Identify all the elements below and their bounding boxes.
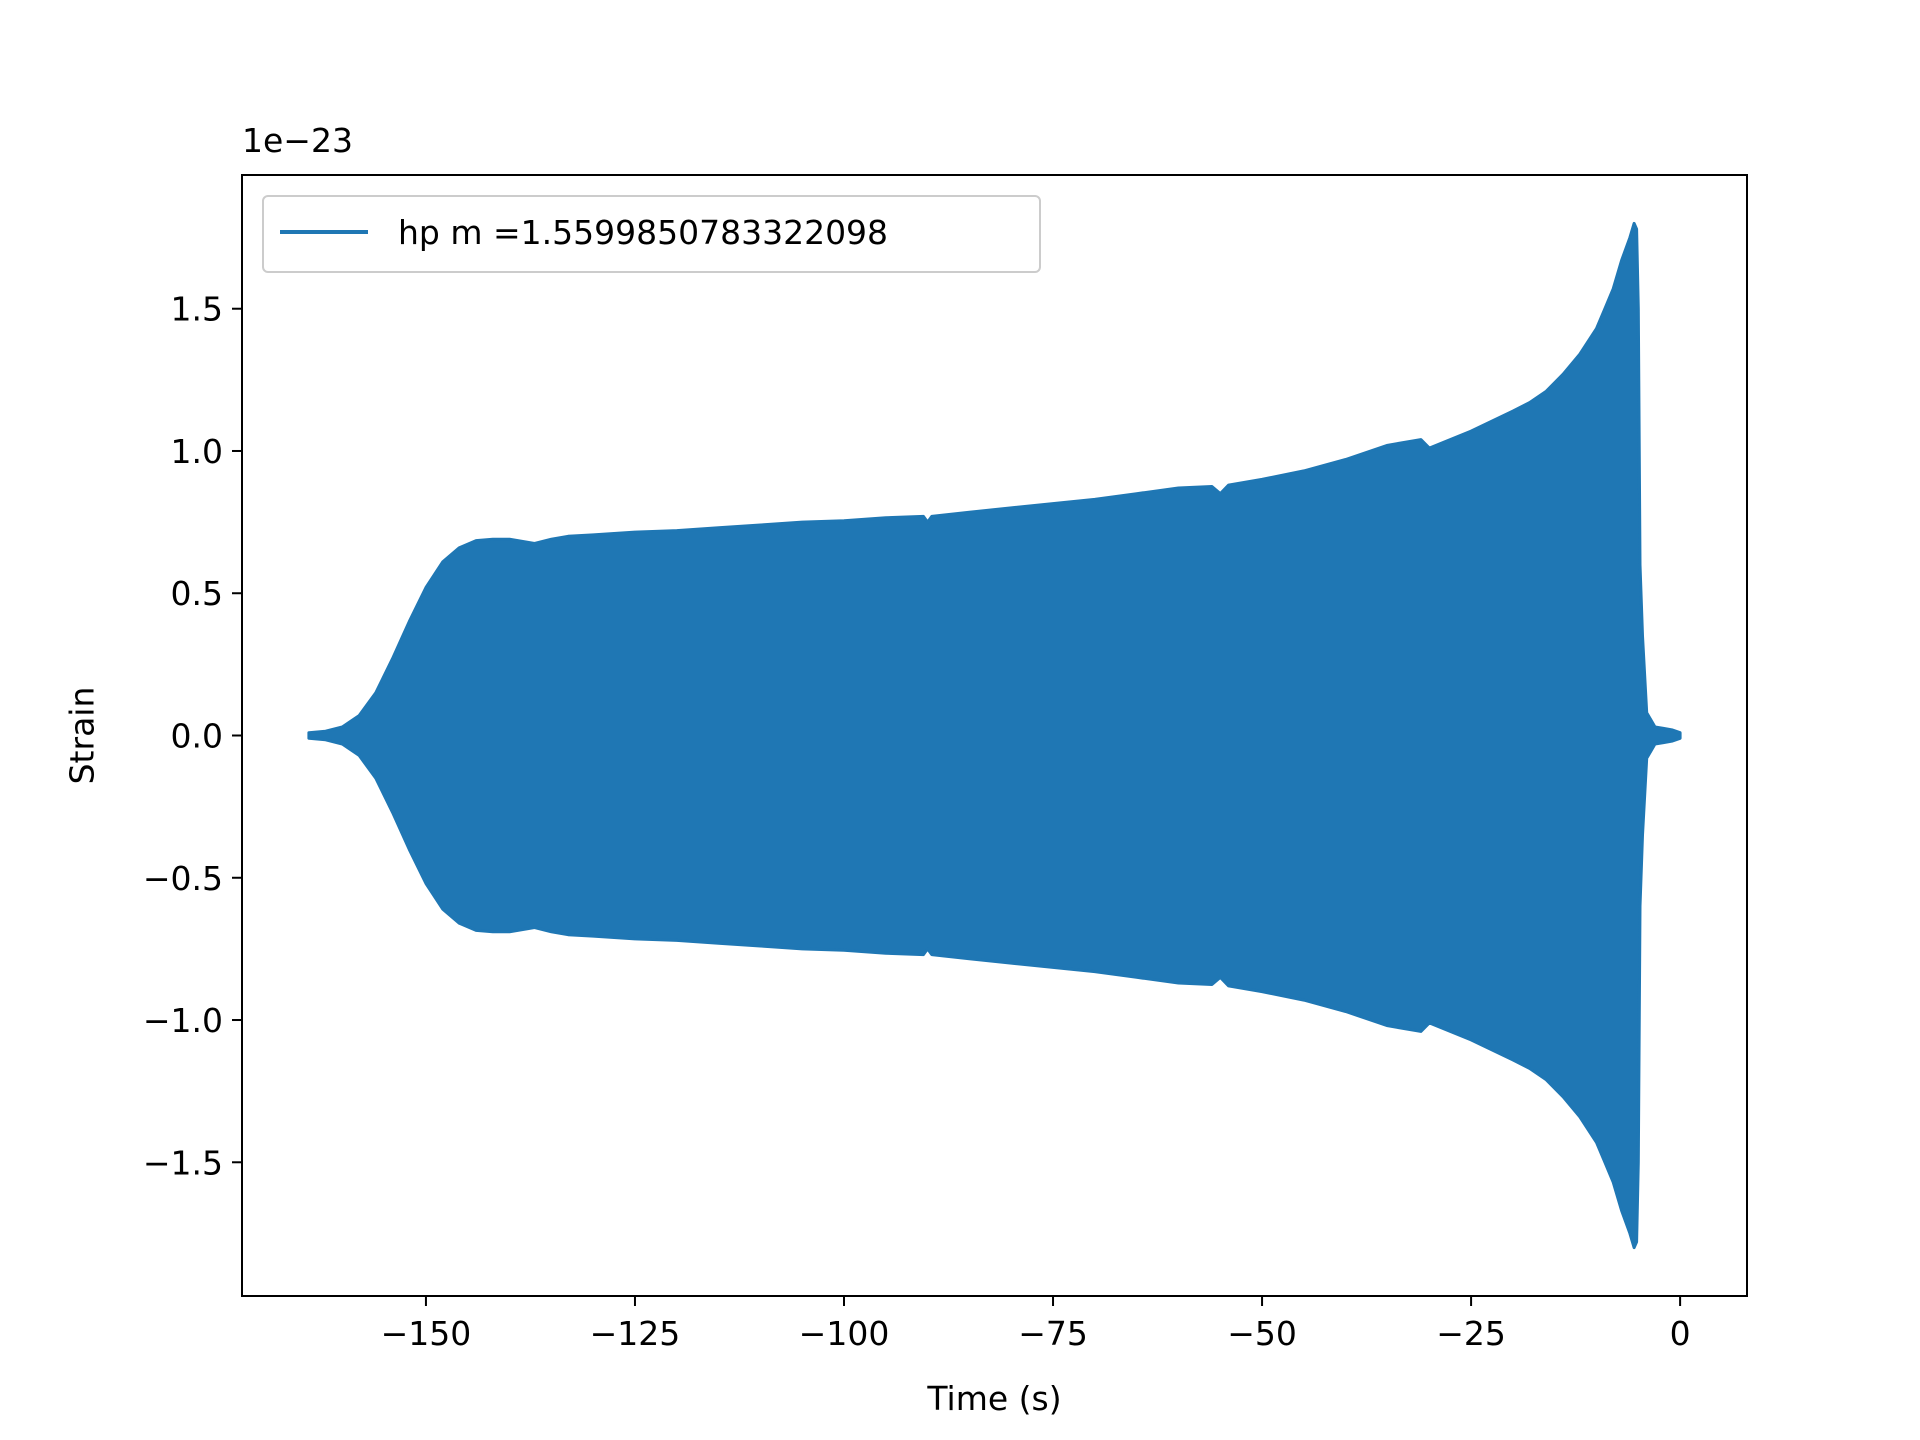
x-tick-label: −50	[1227, 1314, 1297, 1353]
x-tick-label: 0	[1670, 1314, 1691, 1353]
x-tick-label: −100	[799, 1314, 890, 1353]
y-tick-label: 1.5	[171, 290, 223, 329]
x-tick-label: −25	[1436, 1314, 1506, 1353]
y-axis-label: Strain	[63, 687, 102, 785]
legend: hp m =1.5599850783322098	[262, 195, 1041, 273]
x-tick-label: −75	[1018, 1314, 1088, 1353]
y-tick-label: −1.5	[143, 1143, 223, 1182]
x-tick-label: −150	[381, 1314, 472, 1353]
plot-area	[307, 221, 1682, 1250]
y-tick-label: 0.5	[171, 574, 223, 613]
y-axis-ticks: −1.5 −1.0 −0.5 0.0 0.5 1.0 1.5	[143, 290, 242, 1182]
x-tick-label: −125	[590, 1314, 681, 1353]
y-tick-label: −0.5	[143, 859, 223, 898]
x-axis-label: Time (s)	[926, 1379, 1061, 1418]
series-waveform-0	[307, 221, 1682, 1250]
legend-box	[262, 195, 1041, 273]
y-tick-label: 1.0	[171, 432, 223, 471]
y-offset-label: 1e−23	[242, 121, 353, 160]
y-tick-label: 0.0	[171, 717, 223, 756]
y-tick-label: −1.0	[143, 1001, 223, 1040]
legend-entry-label: hp m =1.5599850783322098	[398, 213, 888, 252]
x-axis-ticks: −150 −125 −100 −75 −50 −25 0	[381, 1296, 1691, 1353]
